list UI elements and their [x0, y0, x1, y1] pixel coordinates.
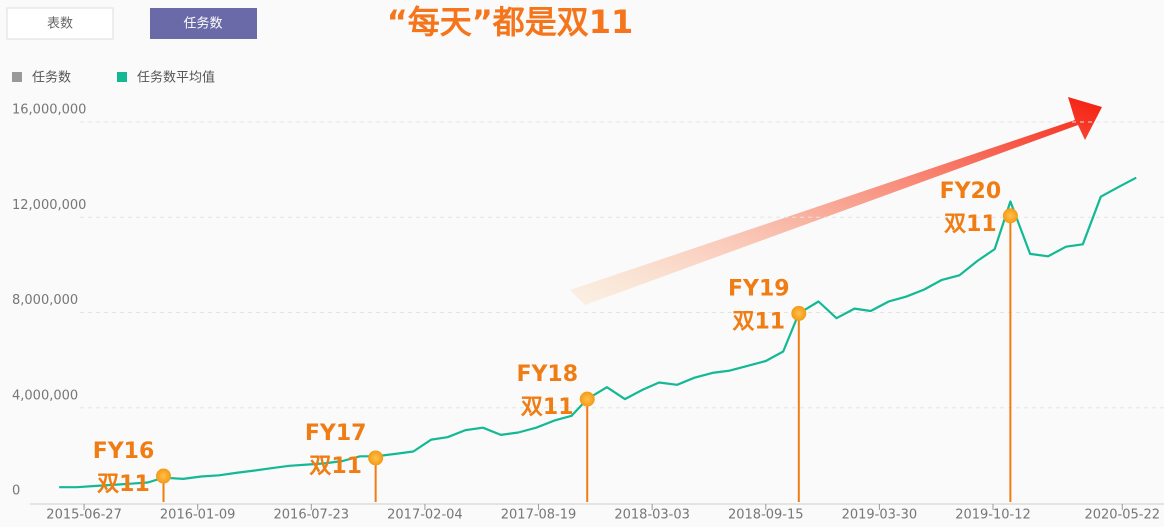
legend-label: 任务数 [32, 70, 71, 86]
y-tick-label: 0 [12, 484, 20, 499]
annotation-label: FY17 [305, 421, 367, 446]
annotation-label: FY19 [728, 276, 790, 301]
legend-swatch [117, 72, 127, 82]
x-tick-label: 2016-07-23 [274, 508, 350, 523]
annotation-dot [579, 391, 595, 407]
x-tick-label: 2017-02-04 [387, 508, 463, 523]
annotation-label: 双11 [944, 212, 997, 237]
x-tick-label: 2019-10-12 [955, 508, 1031, 523]
y-tick-label: 4,000,000 [12, 388, 78, 403]
annotation-label: FY16 [93, 439, 155, 464]
tab-label: 任务数 [183, 16, 222, 32]
line [59, 176, 1137, 489]
y-tick-label: 12,000,000 [12, 198, 86, 213]
annotation-label: 双11 [521, 395, 574, 420]
annotation-label: FY20 [940, 179, 1002, 204]
annotation-dot [1002, 208, 1018, 224]
chart-title: “每天”都是双11 [387, 3, 634, 41]
x-tick-label: 2020-05-22 [1084, 508, 1160, 523]
y-tick-label: 16,000,000 [12, 103, 86, 118]
y-tick-label: 8,000,000 [12, 293, 78, 308]
x-tick-label: 2018-09-15 [728, 508, 804, 523]
annotation-dot [368, 450, 384, 466]
legend-swatch [12, 72, 22, 82]
legend-label: 任务数平均值 [137, 70, 215, 86]
tab[interactable]: 表数 [6, 7, 114, 40]
tab-label: 表数 [47, 17, 73, 32]
x-tick-label: 2017-08-19 [501, 508, 577, 523]
tab-selected[interactable]: 任务数 [150, 8, 257, 39]
annotation-dot [791, 305, 807, 321]
annotation-label: 双11 [732, 309, 785, 334]
x-tick-label: 2019-03-30 [842, 508, 918, 523]
x-tick-label: 2015-06-27 [46, 508, 122, 523]
annotation-dot [155, 468, 171, 484]
annotation-label: 双11 [309, 454, 362, 479]
annotation-label: 双11 [97, 472, 150, 497]
x-tick-label: 2018-03-03 [614, 508, 690, 523]
trend-arrow [570, 97, 1102, 305]
x-tick-label: 2016-01-09 [160, 508, 236, 523]
annotation-label: FY18 [516, 362, 578, 387]
